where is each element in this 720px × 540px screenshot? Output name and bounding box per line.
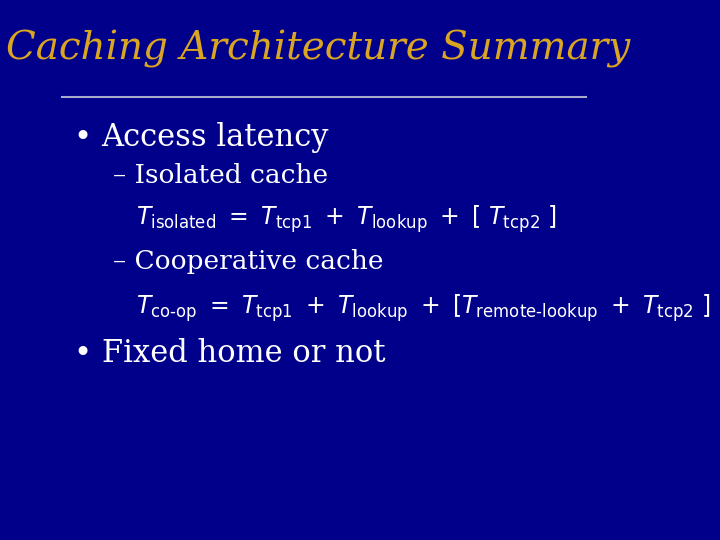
Text: •: • xyxy=(73,339,91,368)
Text: Caching Architecture Summary: Caching Architecture Summary xyxy=(6,30,630,68)
Text: $T_{\mathrm{co\text{-}op}}\ =\ T_{\mathrm{tcp1}}\ +\ T_{\mathrm{lookup}}\ +\ [T_: $T_{\mathrm{co\text{-}op}}\ =\ T_{\mathr… xyxy=(135,292,711,323)
Text: Fixed home or not: Fixed home or not xyxy=(102,338,385,369)
Text: •: • xyxy=(73,123,91,152)
Text: – Isolated cache: – Isolated cache xyxy=(113,163,328,188)
Text: – Cooperative cache: – Cooperative cache xyxy=(113,249,383,274)
Text: Access latency: Access latency xyxy=(102,122,329,153)
Text: $T_{\mathrm{isolated}}\ =\ T_{\mathrm{tcp1}}\ +\ T_{\mathrm{lookup}}\ +\ [\ T_{\: $T_{\mathrm{isolated}}\ =\ T_{\mathrm{tc… xyxy=(135,203,557,234)
